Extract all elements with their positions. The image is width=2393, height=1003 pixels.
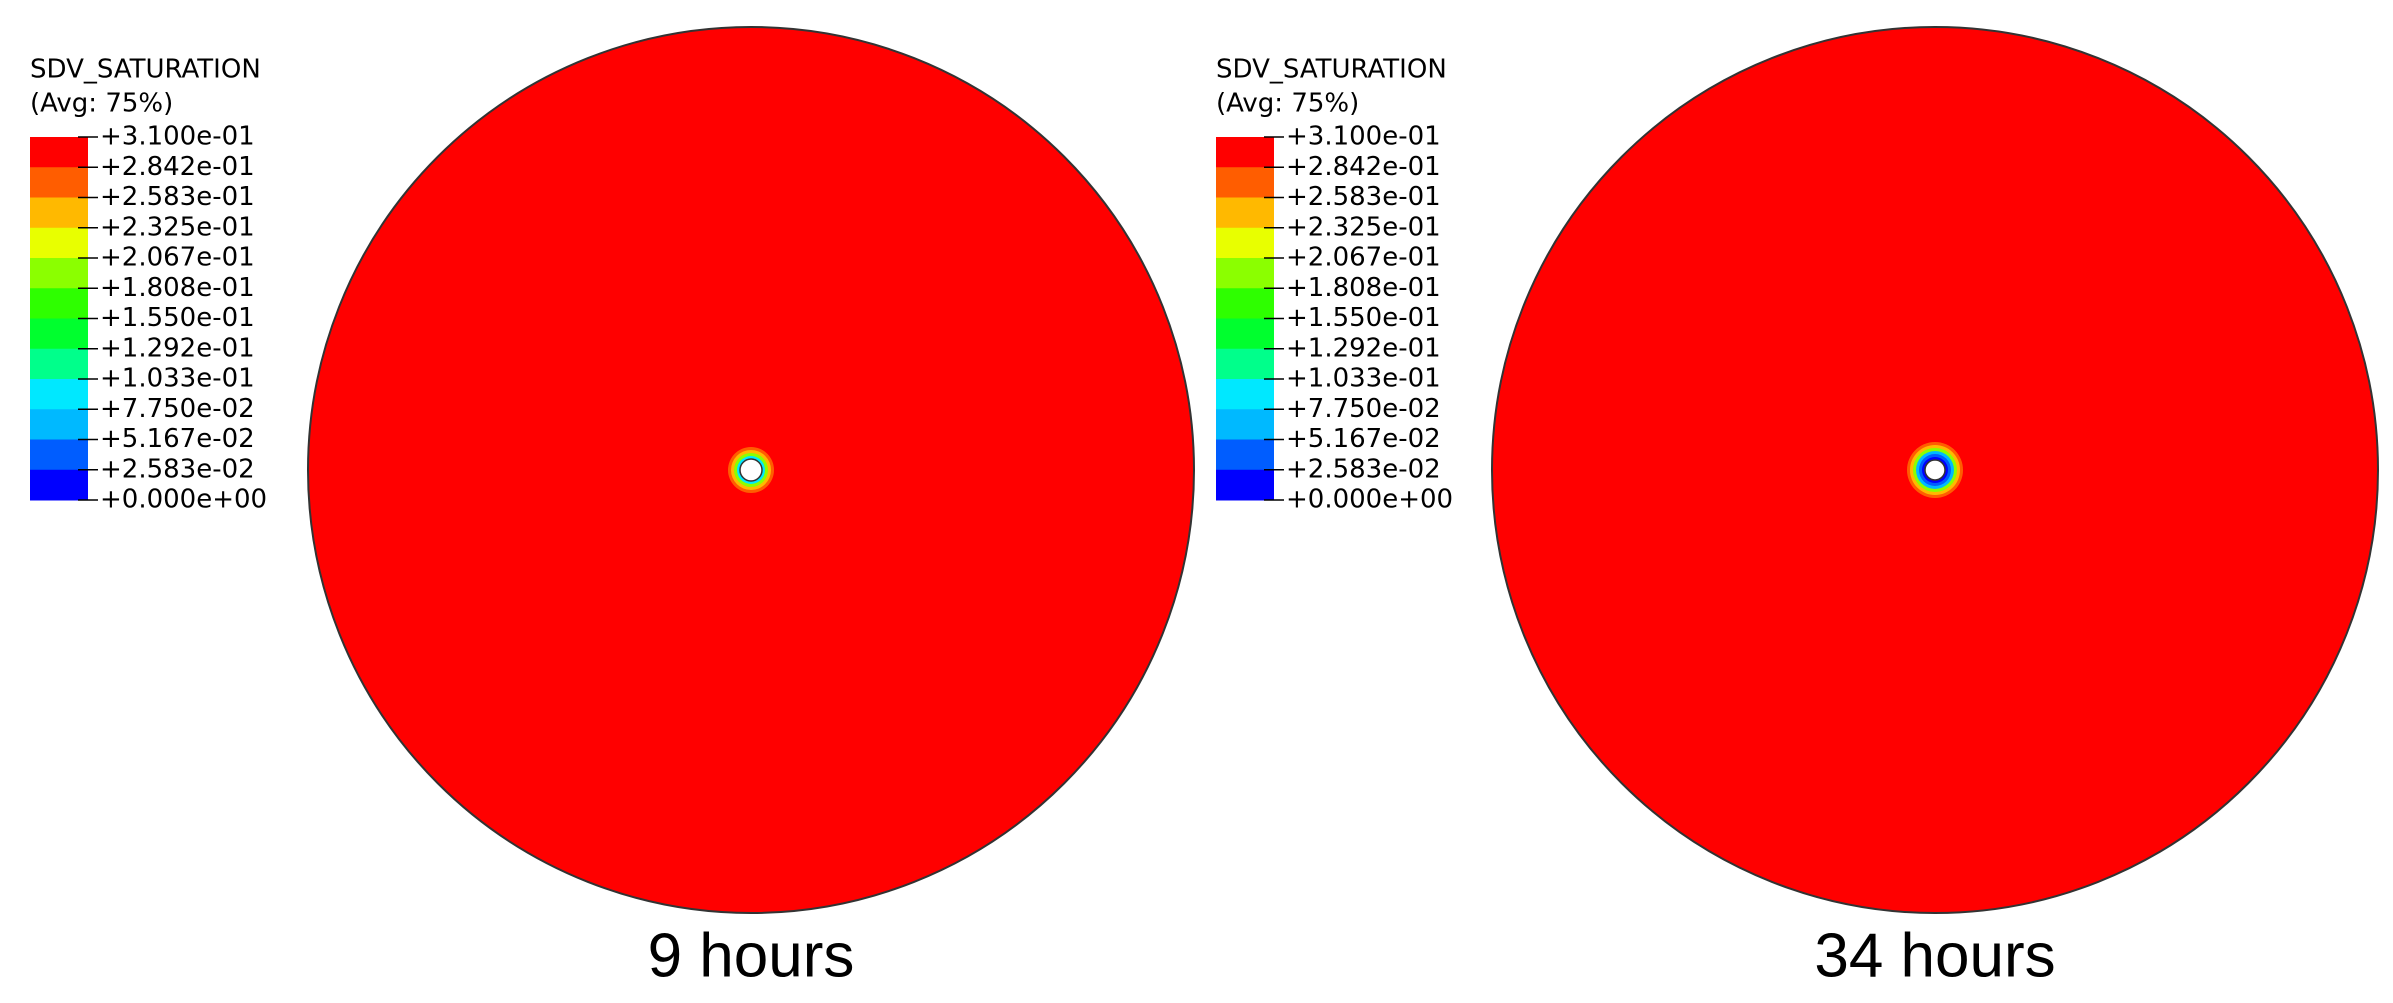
legend-label: +2.583e-01 [1286,182,1441,212]
legend-label: +1.808e-01 [100,273,255,303]
legend-band [30,379,88,410]
legend-band [1216,137,1274,168]
legend-label: +1.550e-01 [100,303,255,333]
legend-subtitle: (Avg: 75%) [30,89,173,119]
legend-band [1216,197,1274,229]
legend-title: SDV_SATURATION [30,55,261,85]
legend-band [30,258,88,289]
legend-label: +1.292e-01 [100,333,255,363]
legend-label: +2.325e-01 [100,212,255,242]
legend-label: +2.067e-01 [100,243,255,273]
legend-label: +2.583e-02 [100,454,255,484]
legend-label: +2.067e-01 [1286,243,1441,273]
legend-band [30,197,88,229]
caption: 9 hours [648,921,855,990]
legend-band [1216,469,1274,501]
legend-band [1216,288,1274,319]
legend-band [1216,227,1274,259]
legend-label: +2.325e-01 [1286,212,1441,242]
legend-label: +5.167e-02 [100,424,255,454]
legend-band [30,348,88,380]
legend-band [1216,258,1274,289]
legend-label: +1.033e-01 [100,364,255,394]
legend-label: +2.842e-01 [100,152,255,182]
legend-band [1216,379,1274,410]
legend-label: +2.583e-02 [1286,454,1441,484]
borehole [1924,459,1946,481]
legend-band [1216,409,1274,440]
legend-band [1216,439,1274,471]
legend-band [1216,348,1274,380]
legend-label: +0.000e+00 [1286,485,1453,515]
caption: 34 hours [1814,921,2055,990]
legend-label: +3.100e-01 [1286,122,1441,152]
legend-label: +3.100e-01 [100,122,255,152]
legend-band [30,167,88,198]
legend-band [30,469,88,501]
legend-label: +1.292e-01 [1286,333,1441,363]
legend-band [30,227,88,259]
legend-subtitle: (Avg: 75%) [1216,89,1359,119]
legend-label: +2.583e-01 [100,182,255,212]
legend-label: +1.808e-01 [1286,273,1441,303]
legend-band [30,409,88,440]
legend-label: +7.750e-02 [1286,394,1441,424]
legend-label: +1.033e-01 [1286,364,1441,394]
legend-band [1216,167,1274,198]
legend-title: SDV_SATURATION [1216,55,1447,85]
legend-band [1216,318,1274,350]
legend-band [30,137,88,168]
legend-band [30,439,88,471]
legend-label: +0.000e+00 [100,485,267,515]
legend-label: +1.550e-01 [1286,303,1441,333]
legend-band [30,288,88,319]
legend-band [30,318,88,350]
legend-label: +7.750e-02 [100,394,255,424]
borehole [739,458,763,482]
legend-label: +2.842e-01 [1286,152,1441,182]
legend-label: +5.167e-02 [1286,424,1441,454]
